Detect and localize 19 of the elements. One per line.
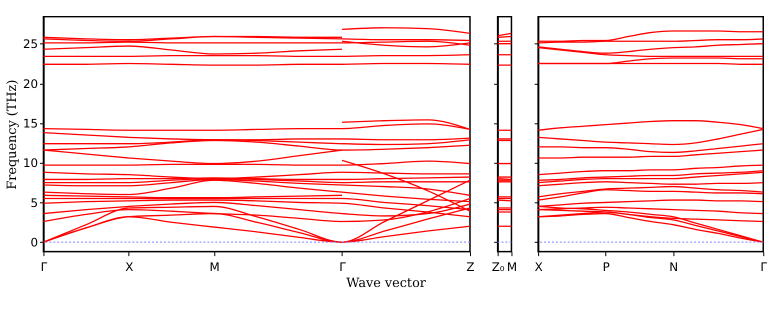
x-axis-title: Wave vector [346, 276, 427, 291]
x-tick-label: N [669, 260, 678, 274]
y-tick-label: 0 [30, 236, 38, 250]
x-tick-label: M [209, 260, 220, 274]
x-tick-label: X [534, 260, 543, 274]
y-tick-label: 10 [22, 156, 38, 170]
y-tick-label: 20 [22, 76, 38, 91]
x-tick-label: M [506, 260, 518, 274]
x-tick-label: Γ [40, 260, 48, 274]
y-tick-label: 5 [30, 196, 38, 210]
x-tick-label: Z₀ [492, 260, 505, 274]
y-tick-label: 25 [22, 37, 38, 52]
y-axis-title: Frequency (THz) [5, 80, 20, 190]
x-tick-label: Γ [760, 260, 768, 274]
x-tick-label: Z [466, 260, 475, 274]
x-tick-label: Γ [339, 260, 346, 274]
x-tick-label: X [125, 260, 134, 274]
y-tick-label: 15 [22, 116, 38, 131]
x-tick-label: P [602, 260, 610, 274]
